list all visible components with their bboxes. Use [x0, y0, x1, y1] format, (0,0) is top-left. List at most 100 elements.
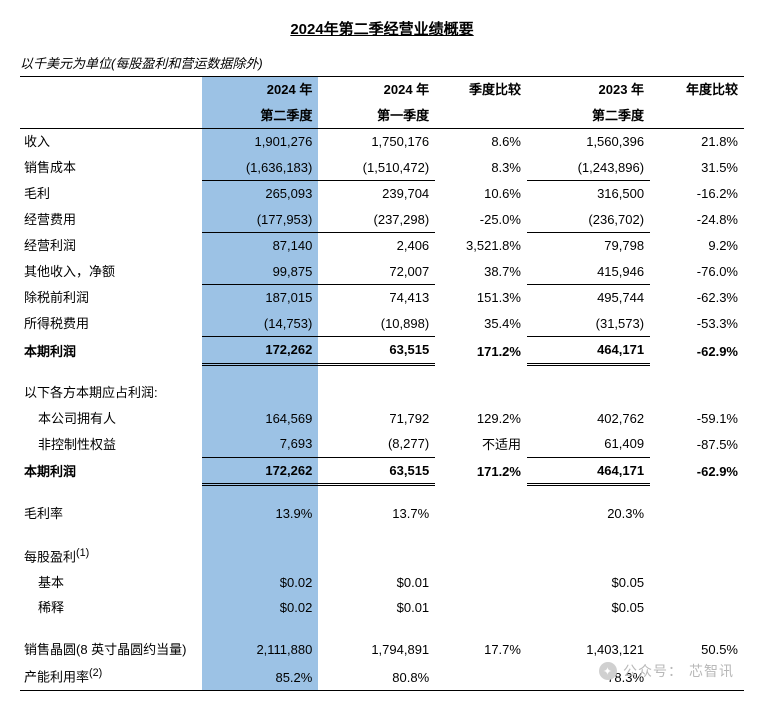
cell: 3,521.8%	[435, 233, 527, 259]
cell: 63,515	[318, 457, 435, 485]
cell: (14,753)	[202, 311, 319, 337]
cell: 171.2%	[435, 337, 527, 365]
label: 每股盈利(1)	[20, 542, 202, 570]
label: 产能利用率(2)	[20, 662, 202, 690]
cell: 38.7%	[435, 259, 527, 285]
header-row-2: 第二季度 第一季度 第二季度	[20, 103, 744, 129]
row-tax: 所得税费用 (14,753) (10,898) 35.4% (31,573) -…	[20, 311, 744, 337]
label: 本期利润	[20, 457, 202, 485]
label: 本期利润	[20, 337, 202, 365]
cell: 21.8%	[650, 129, 744, 155]
label: 稀释	[20, 595, 202, 621]
label: 毛利	[20, 181, 202, 207]
cell: -87.5%	[650, 431, 744, 457]
cell: -62.3%	[650, 285, 744, 311]
cell: 9.2%	[650, 233, 744, 259]
cell: (177,953)	[202, 207, 319, 233]
cell: 464,171	[527, 457, 650, 485]
cell: 172,262	[202, 337, 319, 365]
cell: 171.2%	[435, 457, 527, 485]
row-cost-of-sales: 销售成本 (1,636,183) (1,510,472) 8.3% (1,243…	[20, 155, 744, 181]
cell: -59.1%	[650, 406, 744, 432]
cell: 20.3%	[527, 501, 650, 527]
row-gross-profit: 毛利 265,093 239,704 10.6% 316,500 -16.2%	[20, 181, 744, 207]
row-eps-basic: 基本 $0.02 $0.01 $0.05	[20, 570, 744, 596]
cell: -25.0%	[435, 207, 527, 233]
col-2024q2-b: 第二季度	[202, 103, 319, 129]
label: 经营费用	[20, 207, 202, 233]
row-wafer-shipments: 销售晶圆(8 英寸晶圆约当量) 2,111,880 1,794,891 17.7…	[20, 637, 744, 663]
cell: 50.5%	[650, 637, 744, 663]
cell: 464,171	[527, 337, 650, 365]
cell: 85.2%	[202, 662, 319, 690]
label: 非控制性权益	[20, 431, 202, 457]
cell: 1,750,176	[318, 129, 435, 155]
row-net-profit: 本期利润 172,262 63,515 171.2% 464,171 -62.9…	[20, 337, 744, 365]
cell: 495,744	[527, 285, 650, 311]
cell: 415,946	[527, 259, 650, 285]
row-net-profit-2: 本期利润 172,262 63,515 171.2% 464,171 -62.9…	[20, 457, 744, 485]
label: 本公司拥有人	[20, 406, 202, 432]
cell: 13.9%	[202, 501, 319, 527]
cell: 不适用	[435, 431, 527, 457]
cell: (10,898)	[318, 311, 435, 337]
row-owners: 本公司拥有人 164,569 71,792 129.2% 402,762 -59…	[20, 406, 744, 432]
cell: 72,007	[318, 259, 435, 285]
page-title: 2024年第二季经营业绩概要	[20, 18, 744, 39]
financial-table: 2024 年 2024 年 季度比较 2023 年 年度比较 第二季度 第一季度…	[20, 76, 744, 691]
unit-note: 以千美元为单位(每股盈利和营运数据除外)	[20, 53, 744, 72]
col-2024q1-a: 2024 年	[318, 77, 435, 103]
cell: -53.3%	[650, 311, 744, 337]
cell: $0.01	[318, 595, 435, 621]
cell: 17.7%	[435, 637, 527, 663]
cell: 2,111,880	[202, 637, 319, 663]
row-eps-header: 每股盈利(1)	[20, 542, 744, 570]
label: 销售晶圆(8 英寸晶圆约当量)	[20, 637, 202, 663]
cell: 99,875	[202, 259, 319, 285]
row-utilization: 产能利用率(2) 85.2% 80.8% 78.3%	[20, 662, 744, 690]
label: 毛利率	[20, 501, 202, 527]
label: 所得税费用	[20, 311, 202, 337]
row-other-income: 其他收入，净额 99,875 72,007 38.7% 415,946 -76.…	[20, 259, 744, 285]
footnote-ref-1: (1)	[76, 547, 89, 559]
cell: 172,262	[202, 457, 319, 485]
cell: 316,500	[527, 181, 650, 207]
row-attributable-header: 以下各方本期应占利润:	[20, 380, 744, 406]
cell: 402,762	[527, 406, 650, 432]
cell: $0.05	[527, 595, 650, 621]
cell: 265,093	[202, 181, 319, 207]
footnote-ref-2: (2)	[89, 667, 102, 679]
col-2024q1-b: 第一季度	[318, 103, 435, 129]
row-revenue: 收入 1,901,276 1,750,176 8.6% 1,560,396 21…	[20, 129, 744, 155]
row-eps-diluted: 稀释 $0.02 $0.01 $0.05	[20, 595, 744, 621]
cell: 87,140	[202, 233, 319, 259]
cell: 2,406	[318, 233, 435, 259]
cell: (237,298)	[318, 207, 435, 233]
cell: 71,792	[318, 406, 435, 432]
row-gross-margin: 毛利率 13.9% 13.7% 20.3%	[20, 501, 744, 527]
label: 除税前利润	[20, 285, 202, 311]
col-2024q2-a: 2024 年	[202, 77, 319, 103]
col-qoq-a: 季度比较	[435, 77, 527, 103]
cell: 79,798	[527, 233, 650, 259]
cell: 129.2%	[435, 406, 527, 432]
cell: 1,901,276	[202, 129, 319, 155]
row-opex: 经营费用 (177,953) (237,298) -25.0% (236,702…	[20, 207, 744, 233]
cell: -16.2%	[650, 181, 744, 207]
header-row-1: 2024 年 2024 年 季度比较 2023 年 年度比较	[20, 77, 744, 103]
cell: $0.02	[202, 595, 319, 621]
cell: 239,704	[318, 181, 435, 207]
col-2023q2-b: 第二季度	[527, 103, 650, 129]
cell: 61,409	[527, 431, 650, 457]
cell: (1,510,472)	[318, 155, 435, 181]
col-2023q2-a: 2023 年	[527, 77, 650, 103]
label: 销售成本	[20, 155, 202, 181]
cell: 35.4%	[435, 311, 527, 337]
cell: 164,569	[202, 406, 319, 432]
cell: -76.0%	[650, 259, 744, 285]
cell: 31.5%	[650, 155, 744, 181]
cell: 8.3%	[435, 155, 527, 181]
cell: -62.9%	[650, 337, 744, 365]
cell: 1,403,121	[527, 637, 650, 663]
label: 其他收入，净额	[20, 259, 202, 285]
